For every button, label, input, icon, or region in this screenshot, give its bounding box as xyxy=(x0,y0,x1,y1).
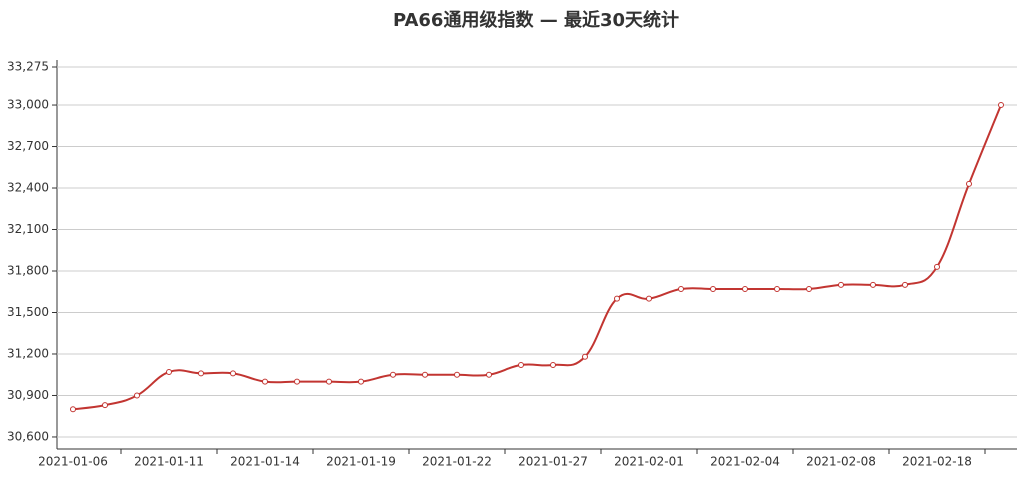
x-tick-label: 2021-01-27 xyxy=(518,455,588,469)
point xyxy=(998,102,1004,109)
point xyxy=(198,370,204,377)
point xyxy=(486,371,492,378)
point xyxy=(390,371,396,378)
point xyxy=(70,406,76,413)
x-tick-label: 2021-01-14 xyxy=(230,455,300,469)
line xyxy=(72,104,1002,411)
point xyxy=(806,285,812,292)
point xyxy=(838,281,844,288)
point xyxy=(454,371,460,378)
point xyxy=(774,285,780,292)
point xyxy=(262,378,268,385)
y-tick-label: 32,400 xyxy=(7,181,49,195)
point xyxy=(646,295,652,302)
point xyxy=(902,281,908,288)
y-tick-label: 33,000 xyxy=(7,98,49,112)
point xyxy=(678,285,684,292)
point xyxy=(614,295,620,302)
y-tick-label: 32,700 xyxy=(7,139,49,153)
y-tick-label: 31,800 xyxy=(7,264,49,278)
point xyxy=(294,378,300,385)
point xyxy=(230,370,236,377)
point xyxy=(518,362,524,369)
y-tick-label: 31,500 xyxy=(7,305,49,319)
point xyxy=(710,285,716,292)
x-tick-label: 2021-01-19 xyxy=(326,455,396,469)
x-tick-label: 2021-02-04 xyxy=(710,455,780,469)
x-tick-label: 2021-01-22 xyxy=(422,455,492,469)
point xyxy=(966,180,972,187)
x-tick-label: 2021-02-01 xyxy=(614,455,684,469)
x-tick-label: 2021-01-11 xyxy=(134,455,204,469)
y-tick-label: 30,900 xyxy=(7,388,49,402)
y-tick-label: 33,275 xyxy=(7,60,49,74)
chart-title: PA66通用级指数 — 最近30天统计 xyxy=(393,9,679,31)
x-tick-label: 2021-01-06 xyxy=(38,455,108,469)
point xyxy=(550,362,556,369)
point xyxy=(582,353,588,360)
point xyxy=(166,368,172,375)
x-tick-label: 2021-02-18 xyxy=(902,455,972,469)
point xyxy=(934,263,940,270)
x-tick-label: 2021-02-08 xyxy=(806,455,876,469)
y-tick-label: 30,600 xyxy=(7,429,49,443)
point xyxy=(870,281,876,288)
y-tick-label: 31,200 xyxy=(7,346,49,360)
point xyxy=(358,378,364,385)
point xyxy=(742,285,748,292)
point xyxy=(102,402,108,409)
point xyxy=(422,371,428,378)
y-tick-label: 32,100 xyxy=(7,222,49,236)
point xyxy=(134,392,140,399)
point xyxy=(326,378,332,385)
